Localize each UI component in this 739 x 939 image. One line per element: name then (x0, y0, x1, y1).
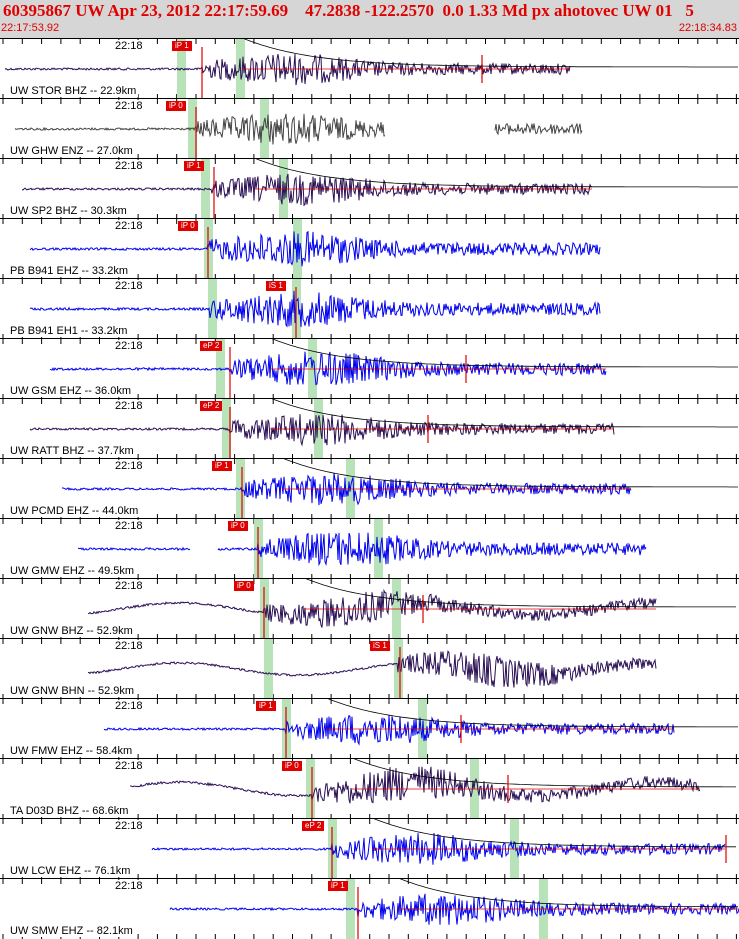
time-label: 22:18 (113, 520, 145, 532)
station-label: UW STOR BHZ -- 22.9km (10, 85, 139, 97)
pick-flag[interactable]: iP 0 (166, 101, 186, 111)
coda-curve (271, 339, 738, 368)
waveform-trace (103, 714, 675, 746)
pick-flag[interactable]: iS 1 (266, 281, 286, 291)
trace-panel[interactable]: 22:18 iP 0 UW GHW ENZ -- 27.0km (0, 98, 739, 159)
station-label: UW SP2 BHZ -- 30.3km (10, 205, 129, 217)
waveform-trace (14, 113, 583, 145)
waveform-trace (77, 532, 647, 567)
trace-panel[interactable]: 22:18 iS 1 UW GNW BHN -- 52.9km (0, 638, 739, 699)
coda-curve (255, 159, 738, 188)
pick-flag[interactable]: iP 1 (184, 161, 204, 171)
trace-panel[interactable]: 22:18 iP 0 UW GMW EHZ -- 49.5km (0, 518, 739, 579)
waveform-trace (4, 53, 571, 86)
station-label: UW RATT BHZ -- 37.7km (10, 445, 136, 457)
time-label: 22:18 (113, 760, 145, 772)
trace-panel[interactable]: 22:18 iS 1 PB B941 EH1 -- 33.2km (0, 278, 739, 339)
time-label: 22:18 (113, 640, 145, 652)
station-label: UW GNW BHN -- 52.9km (10, 685, 137, 697)
trace-panel[interactable]: 22:18 iP 0 PB B941 EHZ -- 33.2km (0, 218, 739, 279)
arrival-band (177, 39, 186, 99)
trace-panel[interactable]: 22:18 eP 2 UW RATT BHZ -- 37.7km (0, 398, 739, 459)
coda-curve (327, 699, 738, 728)
time-label: 22:18 (113, 40, 145, 52)
station-label: PB B941 EHZ -- 33.2km (10, 265, 130, 277)
waveform-trace (29, 230, 601, 267)
station-label: UW PCMD EHZ -- 44.0km (10, 505, 141, 517)
time-label: 22:18 (113, 100, 145, 112)
coda-curve (283, 459, 738, 488)
waveform-trace (87, 588, 657, 628)
station-label: UW FMW EHZ -- 58.4km (10, 745, 135, 757)
station-label: UW LCW EHZ -- 76.1km (10, 865, 133, 877)
station-label: UW GSM EHZ -- 36.0km (10, 385, 134, 397)
coda-curve (373, 819, 736, 848)
arrival-band (188, 99, 197, 159)
trace-panel[interactable]: 22:18 iP 1 UW SMW EHZ -- 82.1km (0, 878, 739, 939)
waveform-plot (2, 459, 738, 519)
pick-flag[interactable]: eP 2 (200, 341, 223, 351)
coda-curve (271, 399, 738, 428)
trace-panel[interactable]: 22:18 iP 1 UW FMW EHZ -- 58.4km (0, 698, 739, 759)
coda-curve (353, 759, 736, 788)
pick-flag[interactable]: iP 0 (234, 581, 254, 591)
waveform-plot (2, 39, 738, 99)
pick-flag[interactable]: iP 1 (172, 41, 192, 51)
pick-flag[interactable]: eP 2 (200, 401, 223, 411)
waveform-plot (2, 219, 737, 279)
event-title: 60395867 UW Apr 23, 2012 22:17:59.69 47.… (3, 1, 694, 20)
time-label: 22:18 (113, 160, 145, 172)
time-label: 22:18 (113, 700, 145, 712)
station-label: UW GMW EHZ -- 49.5km (10, 565, 137, 577)
coda-curve (399, 879, 738, 908)
pick-flag[interactable]: iP 1 (328, 881, 348, 891)
pick-flag[interactable]: iP 0 (178, 221, 198, 231)
station-label: PB B941 EH1 -- 33.2km (10, 325, 130, 337)
arrival-band (306, 759, 315, 819)
time-label: 22:18 (113, 880, 145, 892)
trace-panel[interactable]: 22:18 eP 2 UW GSM EHZ -- 36.0km (0, 338, 739, 399)
time-label: 22:18 (113, 460, 145, 472)
time-label: 22:18 (113, 340, 145, 352)
end-time: 22:18:34.83 (678, 22, 737, 34)
trace-panel[interactable]: 22:18 iP 1 UW STOR BHZ -- 22.9km (0, 38, 739, 99)
pick-flag[interactable]: iP 1 (256, 701, 276, 711)
arrival-band (264, 639, 273, 699)
time-label: 22:18 (113, 580, 145, 592)
waveform-trace (87, 650, 657, 688)
waveform-plot (2, 699, 738, 759)
waveform-trace (29, 414, 615, 447)
trace-panel[interactable]: 22:18 eP 2 UW LCW EHZ -- 76.1km (0, 818, 739, 879)
time-label: 22:18 (113, 280, 145, 292)
trace-panel[interactable]: 22:18 iP 0 UW GNW BHZ -- 52.9km (0, 578, 739, 639)
time-label: 22:18 (113, 220, 145, 232)
pick-flag[interactable]: iS 1 (370, 641, 390, 651)
time-label: 22:18 (113, 820, 145, 832)
start-time: 22:17:53.92 (1, 22, 60, 34)
waveform-trace (49, 351, 607, 386)
pick-flag[interactable]: iP 0 (282, 761, 302, 771)
trace-panel[interactable]: 22:18 iP 1 UW SP2 BHZ -- 30.3km (0, 158, 739, 219)
coda-curve (243, 39, 738, 68)
time-label: 22:18 (113, 400, 145, 412)
arrival-band (260, 99, 269, 159)
arrival-band (208, 279, 217, 339)
waveform-plot (2, 639, 737, 699)
station-label: UW GHW ENZ -- 27.0km (10, 145, 135, 157)
pick-flag[interactable]: iP 1 (212, 461, 232, 471)
station-label: UW GNW BHZ -- 52.9km (10, 625, 135, 637)
station-label: TA D03D BHZ -- 68.6km (10, 805, 131, 817)
waveform-trace (21, 173, 593, 207)
trace-panel[interactable]: 22:18 iP 0 TA D03D BHZ -- 68.6km (0, 758, 739, 819)
station-label: UW SMW EHZ -- 82.1km (10, 925, 135, 937)
waveform-trace (29, 290, 601, 328)
waveform-trace (130, 766, 701, 804)
pick-flag[interactable]: eP 2 (302, 821, 325, 831)
waveform-trace (61, 472, 632, 506)
coda-curve (305, 579, 736, 608)
header-bar (0, 0, 739, 38)
pick-flag[interactable]: iP 0 (228, 521, 248, 531)
trace-panel[interactable]: 22:18 iP 1 UW PCMD EHZ -- 44.0km (0, 458, 739, 519)
